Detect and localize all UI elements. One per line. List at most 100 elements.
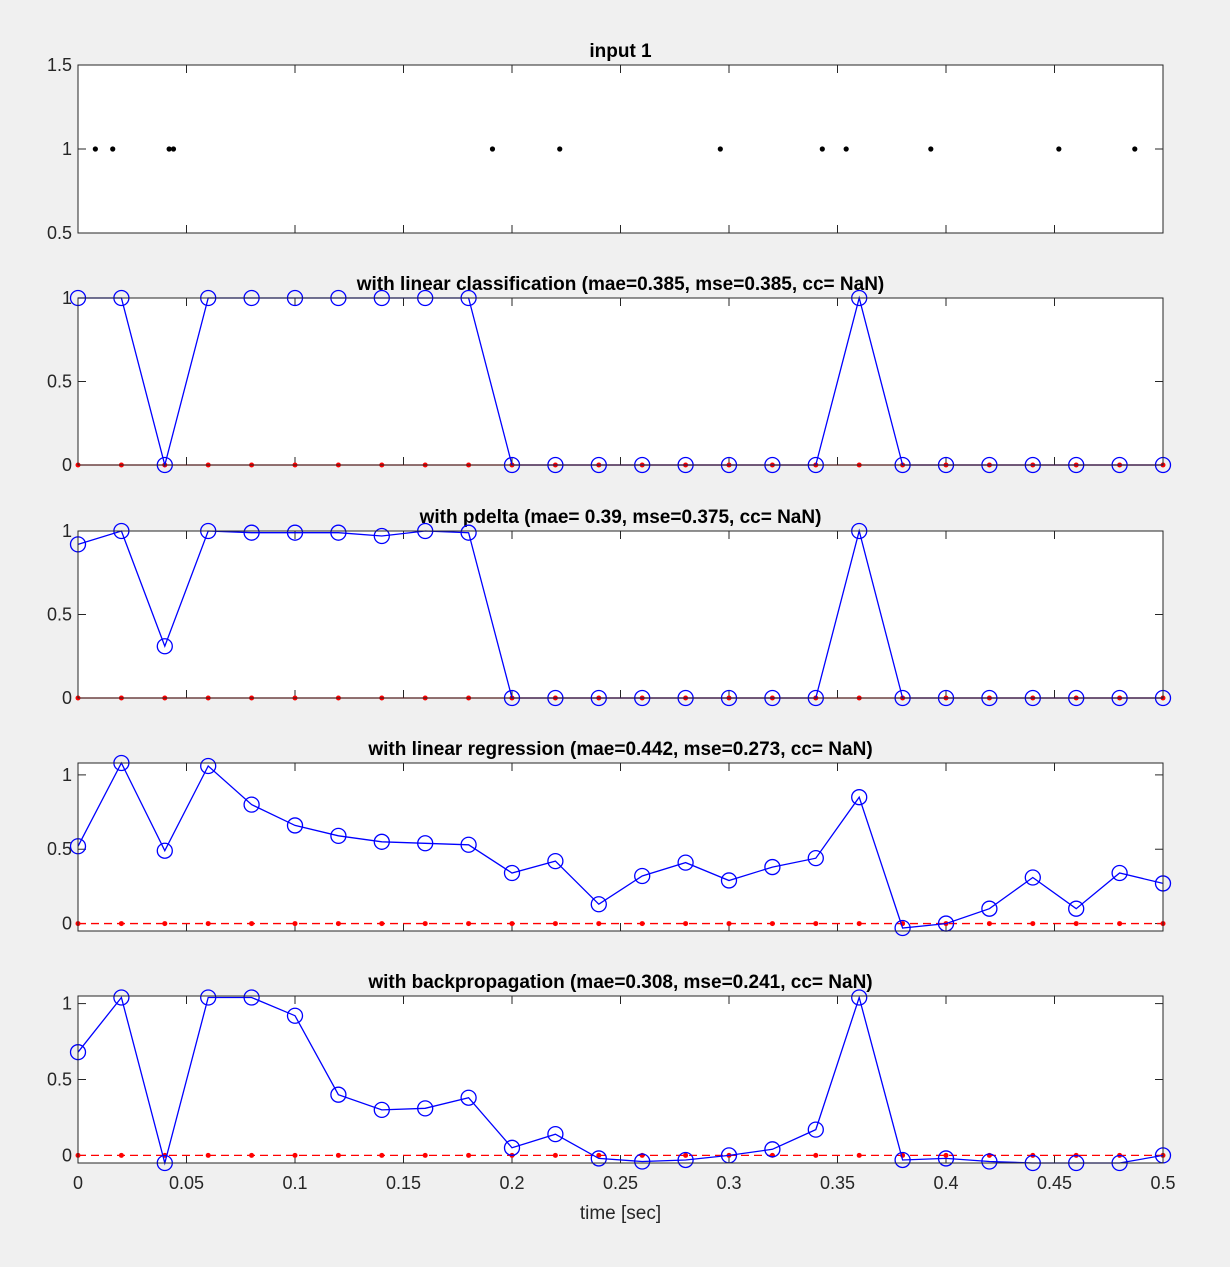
plot-area (78, 298, 1163, 465)
data-point (1132, 146, 1138, 152)
target-point (205, 921, 211, 927)
data-point (417, 835, 434, 852)
target-point (162, 921, 168, 927)
data-point (460, 1089, 477, 1106)
subplot-5: with backpropagation (mae=0.308, mse=0.2… (47, 972, 1176, 1224)
target-point (335, 1152, 341, 1158)
data-point (417, 1100, 434, 1117)
target-point (422, 1152, 428, 1158)
x-tick-label: 0.35 (820, 1173, 855, 1193)
data-point (460, 836, 477, 853)
data-point (489, 146, 496, 152)
data-point (286, 1007, 304, 1024)
data-point (557, 146, 563, 152)
target-point (552, 1152, 558, 1158)
data-point (200, 757, 217, 775)
y-tick-label: 0 (62, 914, 72, 934)
data-point (894, 1151, 911, 1169)
target-point (856, 921, 862, 927)
y-tick-label: 1.5 (47, 55, 72, 75)
data-point (200, 989, 217, 1006)
target-point (249, 1152, 255, 1158)
target-point (1030, 921, 1036, 927)
data-point (503, 864, 521, 882)
y-tick-label: 1 (62, 765, 72, 785)
target-point (118, 1152, 124, 1158)
x-axis-label: time [sec] (580, 1203, 661, 1224)
data-point (286, 524, 304, 541)
data-point (1056, 146, 1062, 152)
plot-area (78, 65, 1163, 233)
data-point (634, 867, 651, 885)
axes-frame (77, 995, 1164, 1164)
data-point (460, 524, 477, 541)
data-point (330, 1086, 347, 1103)
data-point (503, 1139, 521, 1156)
data-point (843, 146, 849, 152)
subplot-3: with pdelta (mae= 0.39, mse=0.375, cc= N… (47, 507, 1172, 708)
data-point (92, 146, 98, 152)
data-point (373, 527, 390, 545)
data-point (547, 852, 564, 870)
data-point (717, 146, 723, 152)
data-point (764, 1141, 781, 1158)
target-point (813, 921, 819, 927)
data-point (590, 896, 607, 913)
data-point (764, 858, 781, 876)
plot-area (78, 763, 1163, 931)
subplot-2: with linear classification (mae=0.385, m… (47, 274, 1172, 475)
data-point (981, 900, 998, 917)
y-tick-label: 1 (62, 521, 72, 541)
x-tick-label: 0.25 (603, 1173, 638, 1193)
target-point (379, 921, 385, 927)
data-point (807, 850, 824, 867)
target-point (466, 921, 472, 927)
target-point (1073, 921, 1079, 927)
target-point (552, 921, 558, 927)
target-point (726, 921, 732, 927)
y-tick-label: 0.5 (47, 372, 72, 392)
plot-area (78, 531, 1163, 698)
data-point (156, 842, 173, 859)
target-point (683, 1152, 689, 1158)
subplot-1: input 1 0.5 1 1.5 (47, 41, 1164, 243)
x-tick-label: 0.1 (282, 1173, 307, 1193)
data-point (677, 1151, 694, 1169)
data-point (373, 833, 390, 850)
data-point (243, 796, 260, 813)
x-tick-label: 0.2 (499, 1173, 524, 1193)
data-point (634, 1153, 651, 1170)
target-point (856, 1152, 862, 1158)
data-point (807, 1121, 824, 1138)
x-tick-label: 0.45 (1037, 1173, 1072, 1193)
data-point (819, 146, 825, 152)
data-point (851, 989, 868, 1006)
subplot-title: with backpropagation (mae=0.308, mse=0.2… (367, 972, 872, 993)
data-point (720, 872, 738, 889)
target-point (813, 1152, 819, 1158)
x-tick-label: 0.15 (386, 1173, 421, 1193)
y-tick-label: 0.5 (47, 605, 72, 625)
x-tick-label: 0 (73, 1173, 83, 1193)
target-point (335, 921, 341, 927)
axes-frame (77, 762, 1164, 932)
data-point (928, 146, 934, 152)
target-point (986, 921, 992, 927)
x-tick-label: 0.05 (169, 1173, 204, 1193)
target-point (292, 1152, 298, 1158)
y-tick-label: 0 (62, 1145, 72, 1165)
data-point (113, 989, 130, 1006)
x-tick-label: 0.5 (1150, 1173, 1175, 1193)
target-point (118, 921, 124, 927)
target-point (596, 921, 602, 927)
subplot-title: with linear regression (mae=0.442, mse=0… (367, 739, 872, 760)
y-tick-label: 0.5 (47, 1070, 72, 1090)
data-point (330, 827, 347, 844)
x-tick-label: 0.3 (716, 1173, 741, 1193)
target-point (683, 921, 689, 927)
data-point (937, 1150, 955, 1167)
data-point (1024, 869, 1041, 886)
data-point (894, 919, 911, 937)
subplot-title: with pdelta (mae= 0.39, mse=0.375, cc= N… (419, 507, 822, 528)
